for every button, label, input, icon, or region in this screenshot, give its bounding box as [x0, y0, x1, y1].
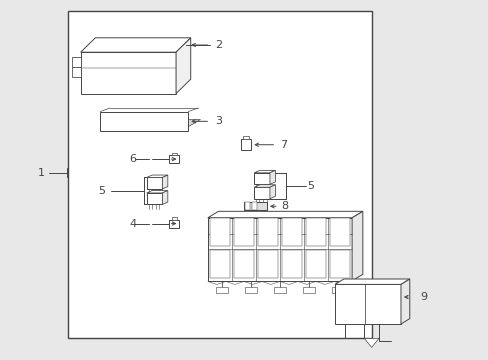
- Bar: [81, 52, 176, 94]
- Text: 7: 7: [279, 140, 286, 150]
- Bar: [207, 218, 351, 281]
- Text: 8: 8: [281, 201, 288, 211]
- Bar: [72, 57, 81, 67]
- Text: 3: 3: [215, 116, 222, 126]
- Polygon shape: [110, 120, 200, 127]
- Bar: [243, 136, 248, 139]
- Polygon shape: [351, 211, 362, 281]
- Text: 1: 1: [38, 168, 45, 178]
- Bar: [273, 287, 285, 293]
- Polygon shape: [146, 175, 167, 177]
- Bar: [100, 112, 188, 131]
- Polygon shape: [334, 279, 409, 284]
- Text: 5: 5: [98, 186, 105, 196]
- Text: 9: 9: [420, 292, 427, 302]
- Polygon shape: [269, 170, 275, 184]
- Bar: [233, 218, 253, 247]
- Bar: [281, 249, 302, 278]
- Polygon shape: [146, 190, 167, 193]
- Bar: [305, 218, 325, 247]
- Bar: [209, 218, 229, 247]
- Bar: [329, 249, 349, 278]
- Polygon shape: [162, 175, 167, 189]
- Text: 6: 6: [129, 154, 136, 164]
- Bar: [331, 287, 343, 293]
- Bar: [257, 249, 277, 278]
- Bar: [146, 193, 162, 204]
- Bar: [243, 202, 266, 210]
- Bar: [244, 287, 256, 293]
- Bar: [302, 287, 314, 293]
- Polygon shape: [176, 38, 190, 94]
- Polygon shape: [207, 211, 362, 218]
- Bar: [146, 177, 162, 189]
- Bar: [168, 220, 179, 228]
- Bar: [171, 217, 176, 220]
- Bar: [68, 11, 371, 338]
- Bar: [305, 249, 325, 278]
- Bar: [254, 187, 269, 199]
- Bar: [257, 218, 277, 247]
- Bar: [334, 284, 400, 324]
- Bar: [168, 155, 179, 163]
- Text: 2: 2: [215, 40, 222, 50]
- Bar: [281, 218, 302, 247]
- Bar: [254, 173, 269, 184]
- Bar: [329, 218, 349, 247]
- Bar: [209, 249, 229, 278]
- Polygon shape: [81, 38, 190, 52]
- Bar: [216, 287, 227, 293]
- Bar: [171, 153, 176, 155]
- Polygon shape: [400, 279, 409, 324]
- Bar: [244, 202, 249, 210]
- Text: 5: 5: [306, 181, 313, 191]
- Bar: [72, 67, 81, 77]
- Polygon shape: [254, 170, 275, 173]
- Polygon shape: [162, 190, 167, 204]
- Polygon shape: [269, 185, 275, 199]
- Bar: [251, 202, 256, 210]
- Bar: [233, 249, 253, 278]
- Polygon shape: [254, 185, 275, 187]
- Polygon shape: [364, 338, 378, 347]
- Text: 4: 4: [129, 219, 137, 229]
- Bar: [240, 139, 251, 150]
